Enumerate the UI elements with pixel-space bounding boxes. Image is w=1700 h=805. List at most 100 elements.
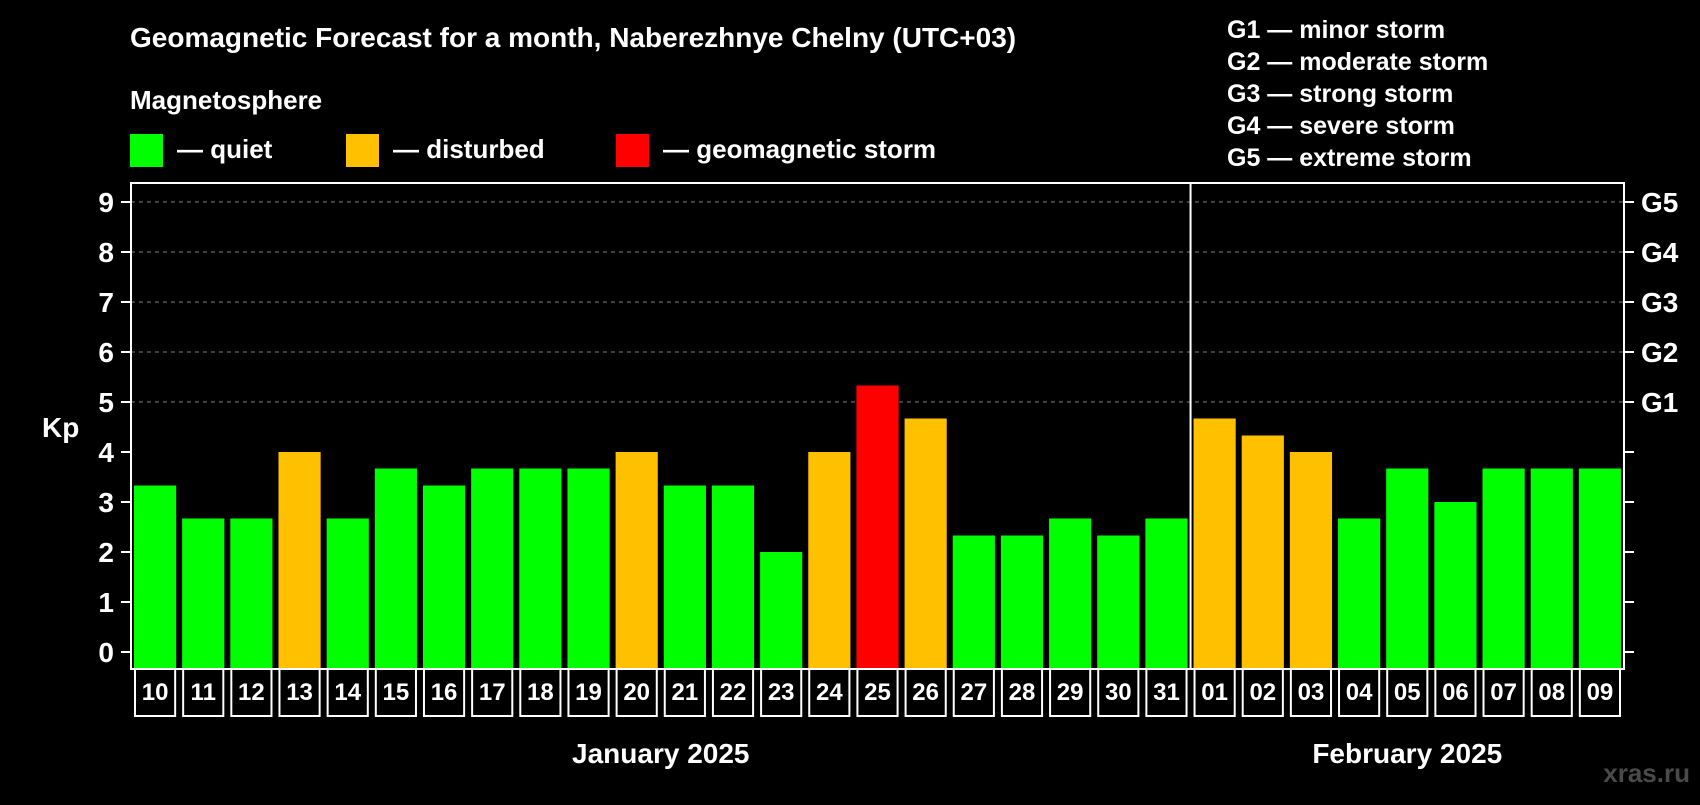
x-label-box bbox=[1338, 668, 1381, 717]
bar-18 bbox=[519, 468, 562, 669]
storm-scale-item: G2 — moderate storm bbox=[1227, 48, 1488, 76]
y-tick-label: 7 bbox=[98, 287, 114, 318]
watermark: xras.ru bbox=[1603, 758, 1690, 788]
bar-03 bbox=[1289, 452, 1333, 669]
x-label-box bbox=[230, 668, 273, 717]
bar-28 bbox=[1000, 535, 1044, 669]
bar-29 bbox=[1049, 518, 1092, 669]
bar-08 bbox=[1530, 468, 1573, 669]
y-tick-label: 2 bbox=[98, 537, 114, 568]
x-label-box bbox=[567, 668, 610, 717]
bar-10 bbox=[134, 485, 177, 669]
bar-07 bbox=[1482, 468, 1525, 669]
x-tick-label-11: 11 bbox=[191, 679, 216, 706]
x-label-box bbox=[663, 668, 706, 717]
legend-label-storm: — geomagnetic storm bbox=[663, 134, 936, 164]
bar-13 bbox=[278, 452, 321, 669]
x-label-box bbox=[1145, 668, 1188, 717]
x-label-box bbox=[278, 668, 321, 717]
x-label-box bbox=[422, 668, 466, 717]
bar-02 bbox=[1241, 435, 1284, 669]
right-axis-label-G4: G4 bbox=[1641, 237, 1679, 268]
x-label-box bbox=[711, 668, 755, 717]
legend-label-quiet: — quiet bbox=[177, 134, 273, 164]
right-axis-label-G1: G1 bbox=[1641, 387, 1678, 418]
x-label-box bbox=[808, 668, 851, 717]
bars bbox=[134, 385, 1621, 669]
month-label: February 2025 bbox=[1312, 738, 1502, 769]
bar-06 bbox=[1434, 502, 1477, 669]
bar-14 bbox=[326, 518, 369, 669]
legend: — quiet — disturbed — geomagnetic storm bbox=[130, 134, 936, 167]
x-tick-label-16: 16 bbox=[431, 679, 458, 706]
x-tick-label-05: 05 bbox=[1394, 679, 1421, 706]
y-axis-label: Kp bbox=[42, 412, 79, 443]
x-tick-label-03: 03 bbox=[1298, 679, 1325, 706]
bar-30 bbox=[1097, 535, 1140, 669]
x-label-box bbox=[326, 668, 369, 717]
bar-17 bbox=[471, 468, 514, 669]
bar-09 bbox=[1578, 468, 1621, 669]
x-label-box bbox=[760, 668, 803, 717]
x-label-box bbox=[904, 668, 947, 717]
x-tick-label-17: 17 bbox=[479, 679, 506, 706]
storm-scale-item: G3 — strong storm bbox=[1227, 80, 1453, 108]
x-axis-labels: 10 11 12 13 14 15 16 17 18 19 20 21 22 23 24 25 26 27 28 29… bbox=[134, 668, 1622, 769]
x-tick-label-29: 29 bbox=[1057, 679, 1084, 706]
y-tick-label: 4 bbox=[98, 437, 114, 468]
x-tick-label-04: 04 bbox=[1346, 679, 1373, 706]
x-tick-label-31: 31 bbox=[1153, 679, 1180, 706]
x-tick-label-24: 24 bbox=[816, 679, 843, 706]
legend-swatch-storm bbox=[616, 134, 649, 167]
x-tick-label-23: 23 bbox=[768, 679, 795, 706]
legend-swatch-disturbed bbox=[346, 134, 379, 167]
x-tick-label-09: 09 bbox=[1587, 679, 1614, 706]
y-tick-label: 9 bbox=[98, 187, 114, 218]
bar-05 bbox=[1386, 468, 1429, 669]
x-tick-label-18: 18 bbox=[527, 679, 554, 706]
x-label-box bbox=[134, 668, 177, 717]
x-tick-label-21: 21 bbox=[672, 679, 699, 706]
x-tick-label-06: 06 bbox=[1442, 679, 1469, 706]
x-tick-label-20: 20 bbox=[623, 679, 650, 706]
grid-lines bbox=[131, 201, 1624, 403]
x-label-box bbox=[1241, 668, 1284, 717]
x-label-box bbox=[1434, 668, 1477, 717]
bar-20 bbox=[615, 452, 658, 669]
x-tick-label-12: 12 bbox=[238, 679, 265, 706]
x-tick-label-27: 27 bbox=[960, 679, 987, 706]
bar-19 bbox=[567, 468, 610, 669]
x-label-box bbox=[1000, 668, 1044, 717]
x-label-box bbox=[1097, 668, 1140, 717]
x-tick-label-07: 07 bbox=[1490, 679, 1517, 706]
x-tick-label-26: 26 bbox=[912, 679, 939, 706]
x-tick-label-22: 22 bbox=[720, 679, 747, 706]
bar-11 bbox=[182, 518, 225, 669]
axes: 0 1 2 3 4 5 6 7 8 9 G1 G2 G3 G4 G5 bbox=[98, 182, 1679, 670]
y-tick-label: 8 bbox=[98, 237, 114, 268]
legend-heading: Magnetosphere bbox=[130, 85, 322, 115]
bar-27 bbox=[952, 535, 995, 669]
x-label-box bbox=[1482, 668, 1525, 717]
right-axis-label-G2: G2 bbox=[1641, 337, 1678, 368]
bar-22 bbox=[711, 485, 755, 669]
x-label-box bbox=[1530, 668, 1573, 717]
x-label-box bbox=[856, 668, 899, 717]
x-label-box bbox=[374, 668, 417, 717]
x-label-box bbox=[1049, 668, 1092, 717]
storm-scale-item: G4 — severe storm bbox=[1227, 112, 1455, 140]
x-label-box bbox=[615, 668, 658, 717]
x-tick-label-10: 10 bbox=[142, 679, 169, 706]
bar-16 bbox=[422, 485, 466, 669]
x-tick-label-25: 25 bbox=[864, 679, 891, 706]
legend-swatch-quiet bbox=[130, 134, 163, 167]
y-tick-label: 1 bbox=[98, 587, 114, 618]
x-label-box bbox=[519, 668, 562, 717]
y-tick-label: 5 bbox=[98, 387, 114, 418]
bar-23 bbox=[760, 552, 803, 669]
x-tick-label-19: 19 bbox=[575, 679, 602, 706]
x-label-box bbox=[1193, 668, 1236, 717]
chart-title: Geomagnetic Forecast for a month, Nabere… bbox=[130, 22, 1016, 53]
x-label-box bbox=[182, 668, 225, 717]
